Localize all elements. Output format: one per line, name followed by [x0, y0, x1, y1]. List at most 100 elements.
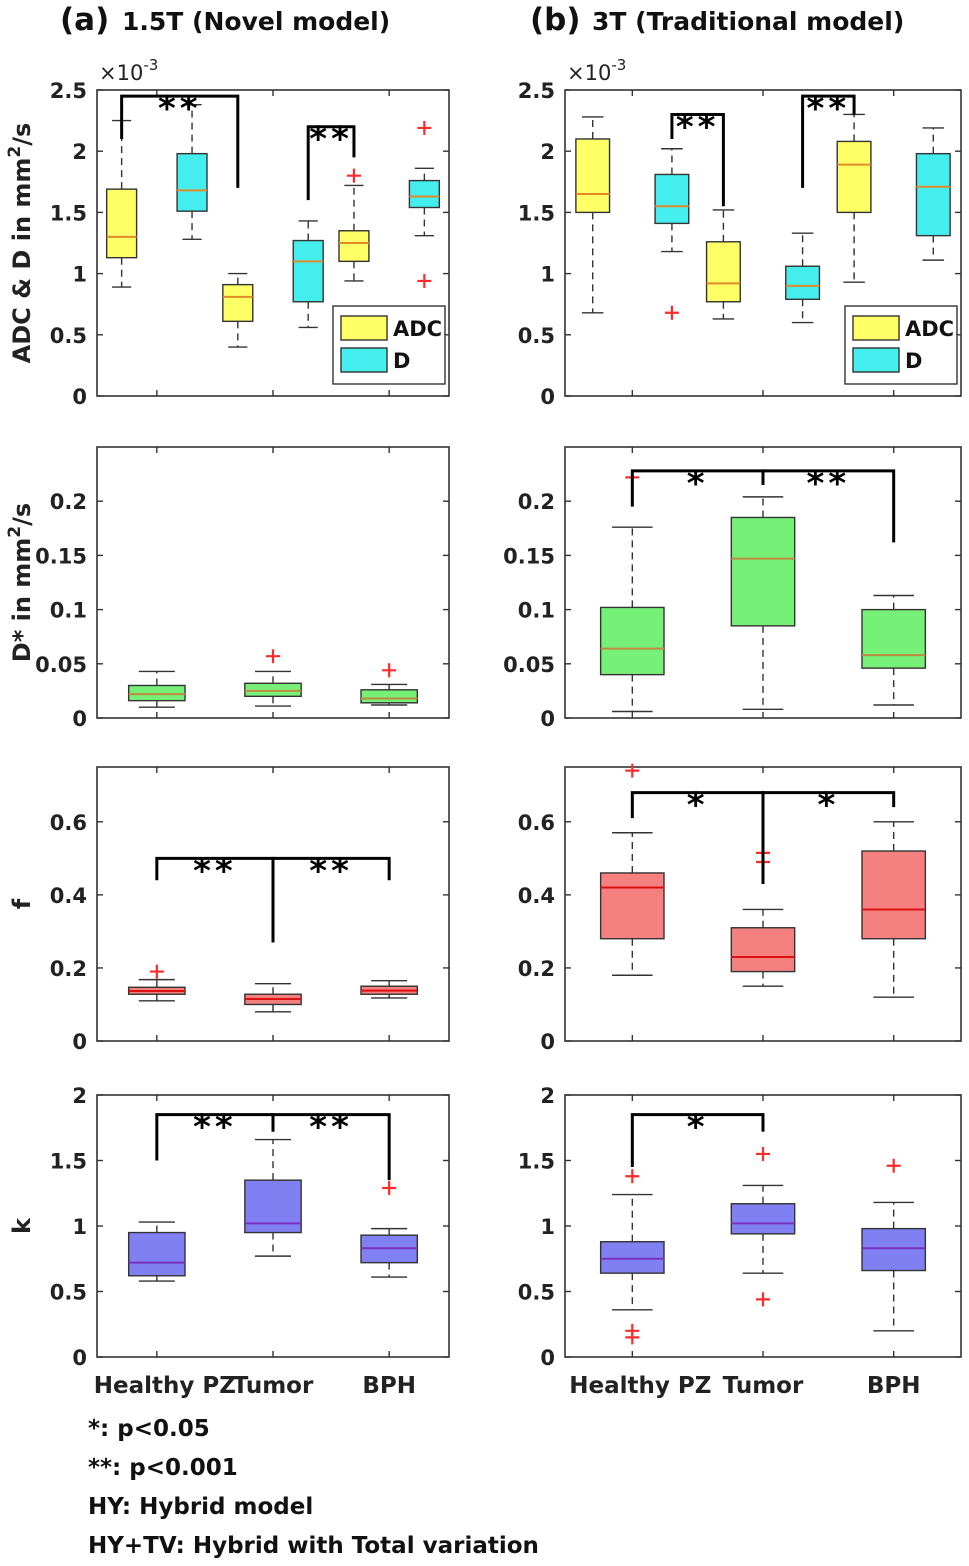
legend: ADC D: [332, 305, 446, 385]
note-hytv: HY+TV: Hybrid with Total variation: [88, 1533, 539, 1559]
subplot-8: 0 0.5 1 1.5 2 * Healthy PZ Tumor BPH: [518, 1084, 962, 1399]
y-tick-label: 0.4: [518, 884, 555, 908]
x-category-label: BPH: [362, 1373, 416, 1399]
significance-notes: *: p<0.05 **: p<0.001 HY: Hybrid model H…: [88, 1410, 539, 1566]
y-tick-label: 0.5: [518, 1281, 555, 1305]
y-tick-label: 0: [540, 1346, 555, 1370]
box-D*-BPH: [360, 663, 419, 706]
y-tick-label: 2: [540, 140, 555, 164]
significance-label: **: [309, 120, 353, 160]
y-tick-label: 0: [72, 1030, 87, 1054]
box-iqr: [654, 173, 690, 225]
y-tick-label: 0.15: [35, 544, 87, 568]
y-tick-label: 1: [72, 1215, 87, 1239]
y-tick-label: 2.5: [50, 79, 87, 103]
significance-label: *: [687, 786, 709, 826]
y-tick-label: 0.4: [50, 884, 87, 908]
y-axis-label: ADC & D in mm2/s: [5, 123, 36, 364]
y-tick-label: 0: [72, 1346, 87, 1370]
box-k-Tumor: [730, 1146, 796, 1307]
box-D-Tumor: [292, 220, 324, 329]
box-iqr: [338, 230, 370, 263]
outlier-marker: [886, 1158, 901, 1173]
x-category-label: Healthy PZ: [94, 1373, 236, 1399]
box-D-Healthy PZ: [654, 148, 690, 320]
y-tick-label: 0.5: [50, 324, 87, 348]
box-k-Healthy PZ: [127, 1221, 186, 1282]
y-tick-label: 1: [72, 263, 87, 287]
box-D*-Healthy PZ: [127, 670, 186, 708]
note-p0001: **: p<0.001: [88, 1455, 238, 1481]
significance-bracket: [670, 112, 725, 207]
y-tick-label: 0.15: [503, 544, 555, 568]
outlier-marker: [664, 305, 679, 320]
subplot-2: 0 0.5 1 1.5 2 2.5 ×10-3 ** ** ADC D: [518, 56, 962, 409]
legend: ADC D: [844, 305, 958, 385]
significance-label: **: [158, 89, 202, 129]
subplot-4: 00.050.10.150.2 * **: [503, 446, 962, 731]
y-tick-label: 0.1: [518, 599, 555, 623]
significance-bracket: [271, 1113, 391, 1181]
significance-label: **: [676, 107, 720, 147]
y-exponent-label: ×10-3: [99, 56, 158, 85]
box-iqr: [861, 850, 927, 940]
y-tick-label: 0: [540, 385, 555, 409]
outlier-marker: [756, 1292, 770, 1307]
panel-a-title: 1.5T (Novel model): [122, 7, 390, 36]
y-tick-label: 0.2: [50, 957, 87, 981]
y-tick-label: 1.5: [50, 201, 87, 225]
outlier-marker: [382, 663, 397, 678]
box-iqr: [836, 140, 872, 214]
box-iqr: [408, 179, 441, 209]
box-D*-Tumor: [244, 649, 302, 707]
box-D-Tumor: [785, 232, 821, 324]
box-ADC-Tumor: [222, 272, 254, 348]
box-iqr: [292, 239, 324, 303]
y-tick-label: 0: [540, 1030, 555, 1054]
box-iqr: [599, 872, 665, 940]
box-D*-Tumor: [730, 496, 796, 711]
y-axis-label: f: [8, 898, 36, 909]
y-exponent-label: ×10-3: [567, 56, 626, 85]
x-category-label: BPH: [867, 1373, 921, 1399]
box-iqr: [575, 138, 611, 214]
legend-label: D: [393, 349, 410, 373]
box-f-BPH: [360, 980, 419, 999]
note-p005: *: p<0.05: [88, 1416, 210, 1442]
box-iqr: [705, 241, 741, 303]
box-f-Healthy PZ: [127, 964, 186, 1002]
significance-bracket: [120, 94, 240, 188]
y-tick-label: 0.2: [518, 490, 555, 514]
y-tick-label: 0.2: [518, 957, 555, 981]
y-tick-label: 1.5: [50, 1150, 87, 1174]
outlier-marker: [625, 1330, 640, 1345]
y-tick-label: 0.2: [50, 490, 87, 514]
box-iqr: [105, 188, 138, 259]
box-iqr: [915, 152, 951, 237]
significance-label: **: [193, 851, 237, 891]
box-iqr: [599, 1241, 665, 1274]
legend-swatch: [340, 347, 388, 373]
panel-a-letter: (a): [60, 2, 109, 38]
subplot-1: 0 0.5 1 1.5 2 2.5 ×10-3 ADC & D in mm2/s ** ** ADC…: [5, 56, 450, 409]
significance-label: **: [807, 464, 851, 504]
box-iqr: [360, 689, 419, 704]
box-k-BPH: [360, 1181, 419, 1278]
x-category-label: Healthy PZ: [569, 1373, 711, 1399]
box-k-Tumor: [244, 1138, 302, 1257]
y-tick-label: 2.5: [518, 79, 555, 103]
box-D*-Healthy PZ: [599, 470, 665, 713]
box-iqr: [861, 608, 927, 669]
y-tick-label: 0.1: [50, 599, 87, 623]
y-tick-label: 0.05: [503, 653, 555, 677]
x-category-label: Tumor: [723, 1373, 804, 1399]
box-iqr: [176, 152, 208, 212]
outlier-marker: [417, 120, 432, 135]
y-tick-label: 1.5: [518, 201, 555, 225]
box-D-BPH: [915, 127, 951, 261]
legend-swatch: [852, 347, 900, 373]
y-axis-label: D* in mm2/s: [5, 503, 36, 662]
significance-bracket: [306, 125, 356, 201]
